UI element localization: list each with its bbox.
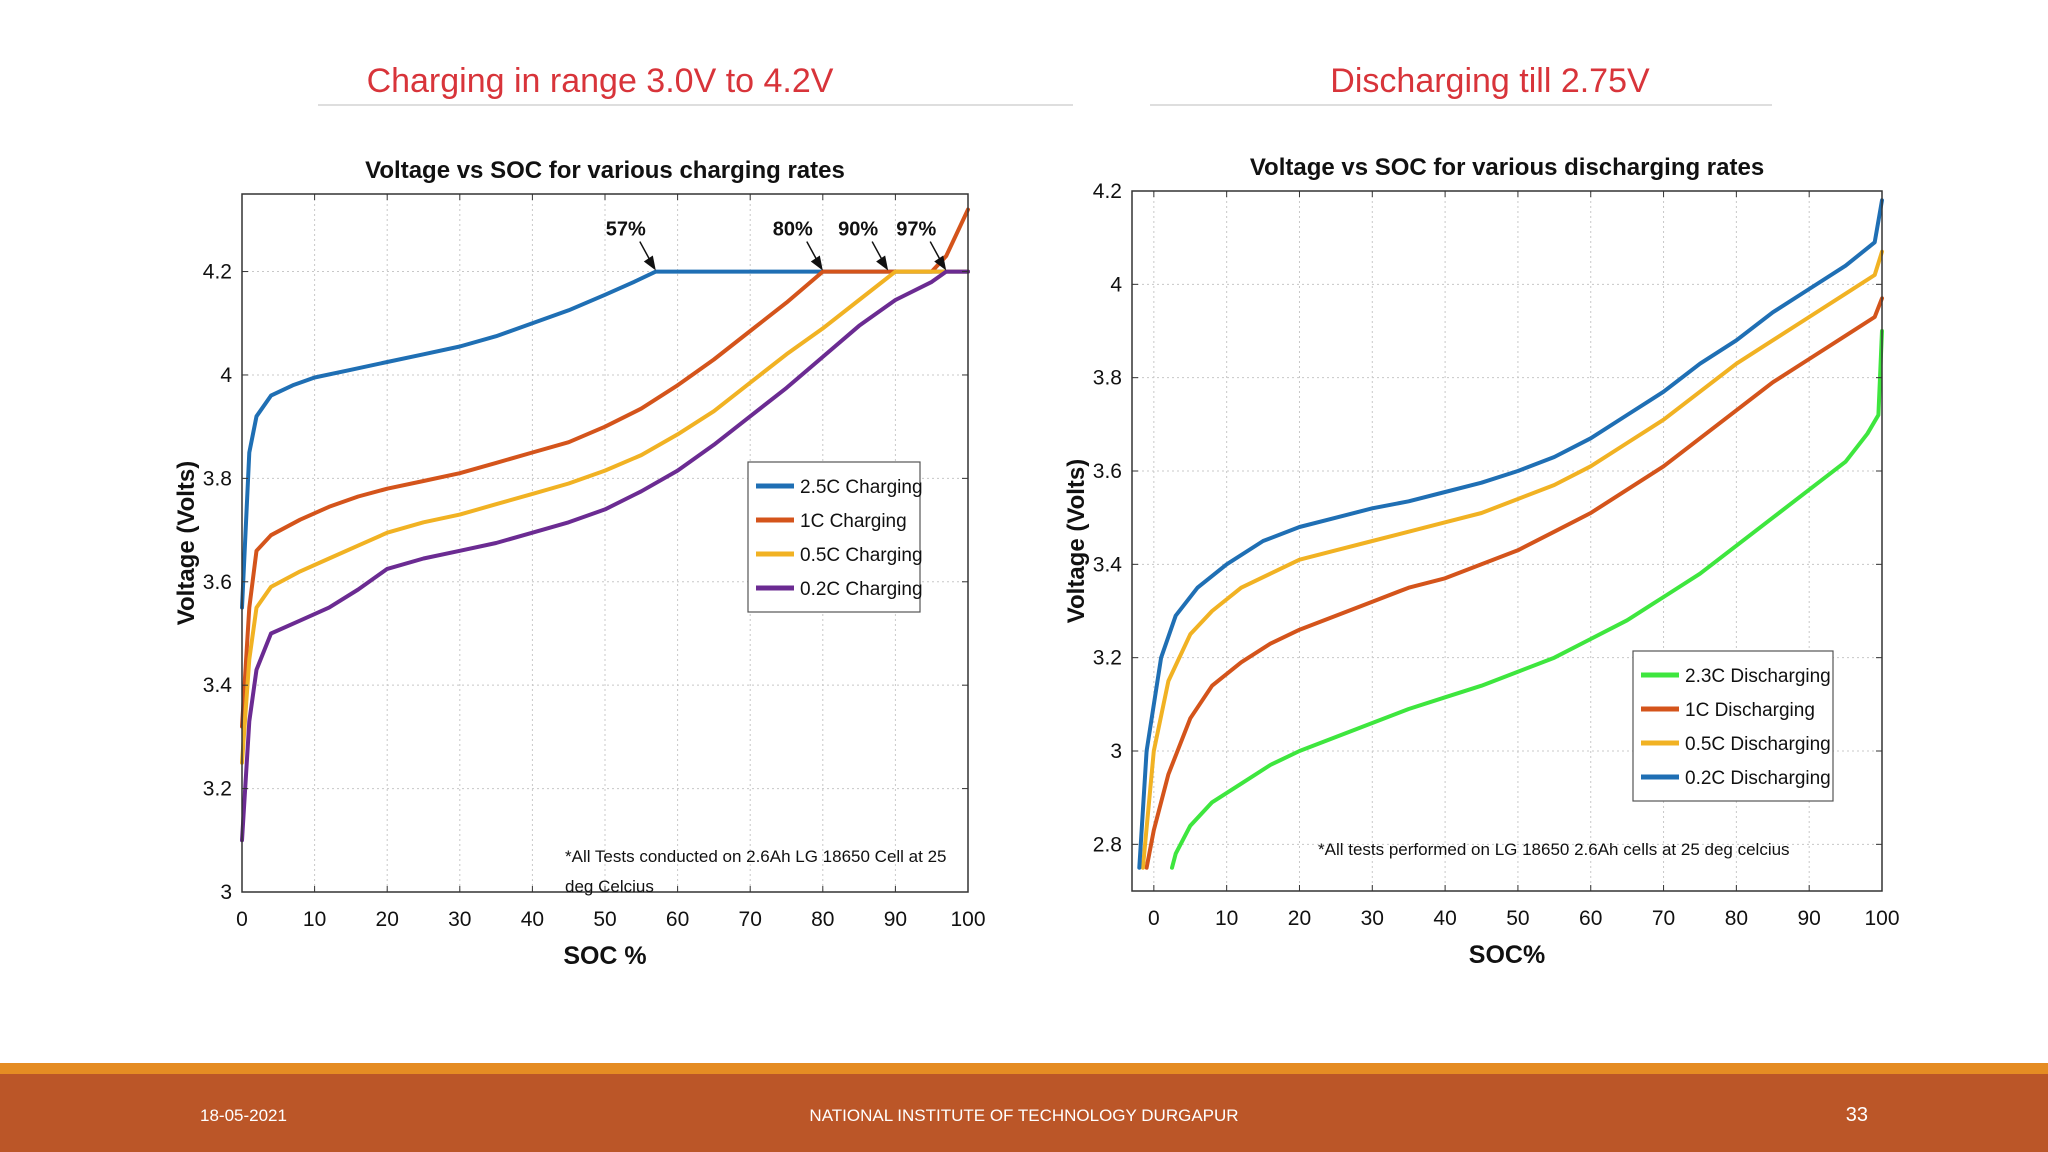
x-tick-label: 50 xyxy=(1506,907,1529,930)
series-line-2-5c-charging xyxy=(240,269,970,610)
charging-heading-rule xyxy=(318,104,1073,106)
legend-label-1c-discharging: 1C Discharging xyxy=(1685,700,1815,721)
footnote-line: deg Celcius xyxy=(565,877,654,896)
discharging-heading-rule xyxy=(1150,104,1772,106)
y-tick-label: 3 xyxy=(1110,740,1122,763)
series-line-0-5c-discharging xyxy=(1140,249,1884,870)
y-tick-label: 4.2 xyxy=(203,261,232,284)
x-tick-label: 100 xyxy=(1864,907,1899,930)
x-tick-label: 40 xyxy=(1433,907,1456,930)
legend-label-0-2c-discharging: 0.2C Discharging xyxy=(1685,768,1831,789)
slide-number: 33 xyxy=(1845,1104,1868,1126)
x-tick-label: 100 xyxy=(950,908,985,931)
annotation-arrow-head xyxy=(934,255,947,271)
x-tick-label: 80 xyxy=(1725,907,1748,930)
chart-title: Voltage vs SOC for various discharging r… xyxy=(1250,154,1764,181)
footnote-line: *All tests performed on LG 18650 2.6Ah c… xyxy=(1318,840,1790,859)
annotation-label: 97% xyxy=(896,219,936,241)
charging-heading: Charging in range 3.0V to 4.2V xyxy=(366,62,834,100)
legend-label-1c-charging: 1C Charging xyxy=(800,511,907,532)
x-tick-label: 70 xyxy=(1652,907,1675,930)
y-axis-label: Voltage (Volts) xyxy=(1063,459,1090,623)
footer-accent-line xyxy=(0,1063,2048,1074)
y-tick-label: 4 xyxy=(1110,273,1122,296)
x-tick-label: 60 xyxy=(666,908,689,931)
legend: 2.5C Charging 1C Charging 0.5C Charging 0.2… xyxy=(747,461,923,613)
annotation-arrow-head xyxy=(876,255,889,271)
legend-label-2-5c-charging: 2.5C Charging xyxy=(800,477,923,498)
x-tick-label: 50 xyxy=(593,908,616,931)
x-tick-label: 30 xyxy=(448,908,471,931)
y-axis-label: Voltage (Volts) xyxy=(173,461,200,625)
y-tick-label: 4 xyxy=(220,364,232,387)
series-line-0-5c-charging xyxy=(240,269,970,765)
discharging-heading: Discharging till 2.75V xyxy=(1330,62,1650,100)
charging-chart: 0 10 20 30 40 50 60 70 80 90 100 3 3.2 3.4 3.6 3.8 4 4.2 V… xyxy=(173,157,986,970)
x-tick-label: 40 xyxy=(521,908,544,931)
footer-date: 18-05-2021 xyxy=(200,1106,287,1125)
x-tick-label: 80 xyxy=(811,908,834,931)
x-tick-label: 0 xyxy=(1148,907,1160,930)
series-line-0-2c-discharging xyxy=(1137,198,1884,870)
legend-label-2-3c-discharging: 2.3C Discharging xyxy=(1685,666,1831,687)
series-line-2-3c-discharging xyxy=(1170,329,1884,870)
y-tick-label: 3.2 xyxy=(203,778,232,801)
y-tick-label: 3.6 xyxy=(203,571,232,594)
discharging-chart: 0 10 20 30 40 50 60 70 80 90 100 2.8 3 3.2 3.4 3.6 3.8 4 4… xyxy=(1063,154,1900,969)
x-tick-label: 90 xyxy=(1798,907,1821,930)
y-tick-label: 3 xyxy=(220,881,232,904)
x-tick-label: 30 xyxy=(1361,907,1384,930)
footer-organization: NATIONAL INSTITUTE OF TECHNOLOGY DURGAPU… xyxy=(809,1106,1239,1125)
y-tick-label: 4.2 xyxy=(1093,180,1122,203)
plot-frame xyxy=(1131,190,1883,892)
annotation-label: 90% xyxy=(838,219,878,241)
y-tick-label: 3.2 xyxy=(1093,647,1122,670)
annotation-arrow-head xyxy=(643,255,656,271)
series-line-0-2c-charging xyxy=(240,269,970,843)
chart-title: Voltage vs SOC for various charging rate… xyxy=(365,157,845,184)
x-tick-label: 20 xyxy=(376,908,399,931)
x-axis-label: SOC % xyxy=(563,942,646,970)
x-tick-label: 10 xyxy=(1215,907,1238,930)
x-tick-label: 20 xyxy=(1288,907,1311,930)
annotation-label: 57% xyxy=(606,219,646,241)
x-tick-label: 90 xyxy=(884,908,907,931)
x-tick-label: 10 xyxy=(303,908,326,931)
y-tick-label: 3.8 xyxy=(203,467,232,490)
annotation-label: 80% xyxy=(773,219,813,241)
legend-label-0-5c-discharging: 0.5C Discharging xyxy=(1685,734,1831,755)
series-line-1c-discharging xyxy=(1144,296,1884,870)
x-tick-label: 0 xyxy=(236,908,248,931)
x-axis-label: SOC% xyxy=(1469,941,1545,969)
footnote-line: *All Tests conducted on 2.6Ah LG 18650 C… xyxy=(565,847,947,866)
legend-label-0-2c-charging: 0.2C Charging xyxy=(800,579,923,600)
y-tick-label: 3.8 xyxy=(1093,367,1122,390)
y-tick-label: 2.8 xyxy=(1093,833,1122,856)
x-tick-label: 70 xyxy=(739,908,762,931)
y-tick-label: 3.4 xyxy=(203,674,233,697)
legend-label-0-5c-charging: 0.5C Charging xyxy=(800,545,923,566)
legend: 2.3C Discharging 1C Discharging 0.5C Disch… xyxy=(1632,650,1834,802)
series-line-1c-charging xyxy=(240,207,970,729)
slide-footer: 18-05-2021 NATIONAL INSTITUTE OF TECHNOL… xyxy=(0,1074,2048,1152)
x-tick-label: 60 xyxy=(1579,907,1602,930)
y-tick-label: 3.6 xyxy=(1093,460,1122,483)
y-tick-label: 3.4 xyxy=(1093,553,1123,576)
annotation-arrow-head xyxy=(810,255,823,271)
